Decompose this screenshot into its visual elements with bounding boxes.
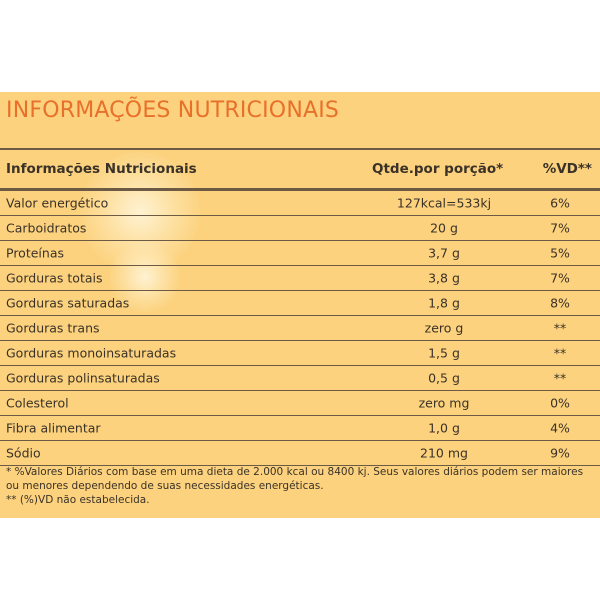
nutrient-name: Gorduras totais (6, 270, 103, 286)
nutrient-quantity: 20 g (430, 220, 458, 236)
table-row: Gorduras monoinsaturadas 1,5 g ** (0, 341, 600, 366)
nutrient-daily-value: 5% (550, 245, 570, 261)
table-row: Gorduras totais 3,8 g 7% (0, 266, 600, 291)
nutrient-name: Gorduras trans (6, 320, 100, 336)
nutrient-quantity: 1,5 g (428, 345, 460, 361)
nutrient-name: Gorduras monoinsaturadas (6, 345, 177, 361)
nutrient-name: Colesterol (6, 395, 69, 411)
footnote-vd-not-established: ** (%)VD não estabelecida. (6, 494, 150, 506)
nutrient-name: Sódio (6, 445, 41, 461)
nutrient-daily-value: ** (553, 345, 567, 361)
nutrient-quantity: 1,8 g (428, 295, 460, 311)
nutrient-name: Proteínas (6, 245, 64, 261)
nutrient-daily-value: 6% (550, 195, 570, 211)
table-row: Proteínas 3,7 g 5% (0, 241, 600, 266)
nutrient-name: Carboidratos (6, 220, 87, 236)
nutrient-quantity: 1,0 g (428, 420, 460, 436)
nutrient-quantity: 127kcal=533kj (396, 195, 492, 211)
footnote-daily-values: * %Valores Diários com base em uma dieta… (6, 466, 584, 492)
nutrient-daily-value: ** (553, 320, 567, 336)
nutrient-daily-value: 9% (550, 445, 570, 461)
table-row: Gorduras trans zero g ** (0, 316, 600, 341)
header-nutrient: Informações Nutricionais (6, 161, 197, 177)
footnotes: * %Valores Diários com base em uma dieta… (6, 465, 594, 507)
nutrient-quantity: 210 mg (420, 445, 468, 461)
table-row: Valor energético 127kcal=533kj 6% (0, 191, 600, 216)
table-header: Informações Nutricionais Qtde.por porção… (0, 148, 600, 191)
nutrient-daily-value: 0% (550, 395, 570, 411)
nutrient-daily-value: 4% (550, 420, 570, 436)
page-title: INFORMAÇÕES NUTRICIONAIS (6, 98, 340, 123)
nutrient-name: Gorduras polinsaturadas (6, 370, 160, 386)
nutrient-name: Valor energético (6, 195, 109, 211)
nutrient-name: Fibra alimentar (6, 420, 101, 436)
table-row: Fibra alimentar 1,0 g 4% (0, 416, 600, 441)
nutrient-quantity: 3,7 g (428, 245, 460, 261)
decorative-glow (110, 242, 180, 312)
nutrient-daily-value: 7% (550, 220, 570, 236)
table-row: Gorduras polinsaturadas 0,5 g ** (0, 366, 600, 391)
table-row: Carboidratos 20 g 7% (0, 216, 600, 241)
nutrient-daily-value: ** (553, 370, 567, 386)
table-row: Sódio 210 mg 9% (0, 441, 600, 466)
nutrient-quantity: zero mg (418, 395, 470, 411)
nutrient-quantity: 0,5 g (428, 370, 460, 386)
nutrient-daily-value: 7% (550, 270, 570, 286)
header-daily-value: %VD** (542, 161, 592, 177)
header-quantity: Qtde.por porção* (372, 161, 504, 177)
nutrition-table: Informações Nutricionais Qtde.por porção… (0, 148, 600, 466)
table-row: Gorduras saturadas 1,8 g 8% (0, 291, 600, 316)
nutrient-quantity: zero g (424, 320, 464, 336)
nutrient-daily-value: 8% (550, 295, 570, 311)
nutrition-panel: INFORMAÇÕES NUTRICIONAIS Informações Nut… (0, 92, 600, 518)
table-row: Colesterol zero mg 0% (0, 391, 600, 416)
nutrient-quantity: 3,8 g (428, 270, 460, 286)
nutrient-name: Gorduras saturadas (6, 295, 130, 311)
